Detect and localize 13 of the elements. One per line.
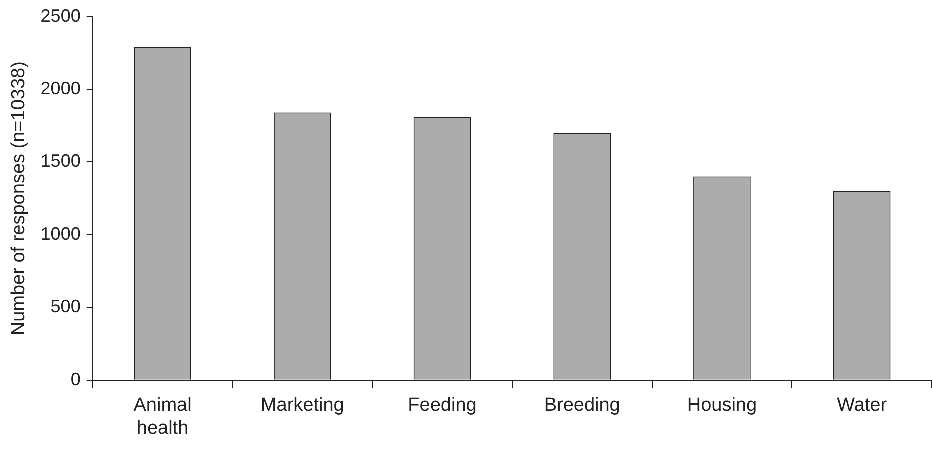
y-tick-label: 0 [70, 369, 81, 390]
y-tick-label: 500 [50, 296, 81, 317]
x-tick-label: Marketing [260, 395, 344, 416]
x-tick-label: Animal health [134, 395, 192, 439]
x-tick-label: Feeding [408, 395, 477, 416]
y-axis-title: Number of responses (n=10338) [8, 62, 30, 336]
x-tick-label: Breeding [544, 395, 620, 416]
y-tick-label: 2000 [40, 78, 81, 98]
x-tick-label: Housing [687, 395, 758, 416]
y-tick-label: 1500 [40, 151, 81, 172]
y-tick-label: 2500 [40, 6, 81, 26]
x-tick-label: Water [837, 395, 888, 416]
y-tick-label: 1000 [40, 224, 81, 244]
